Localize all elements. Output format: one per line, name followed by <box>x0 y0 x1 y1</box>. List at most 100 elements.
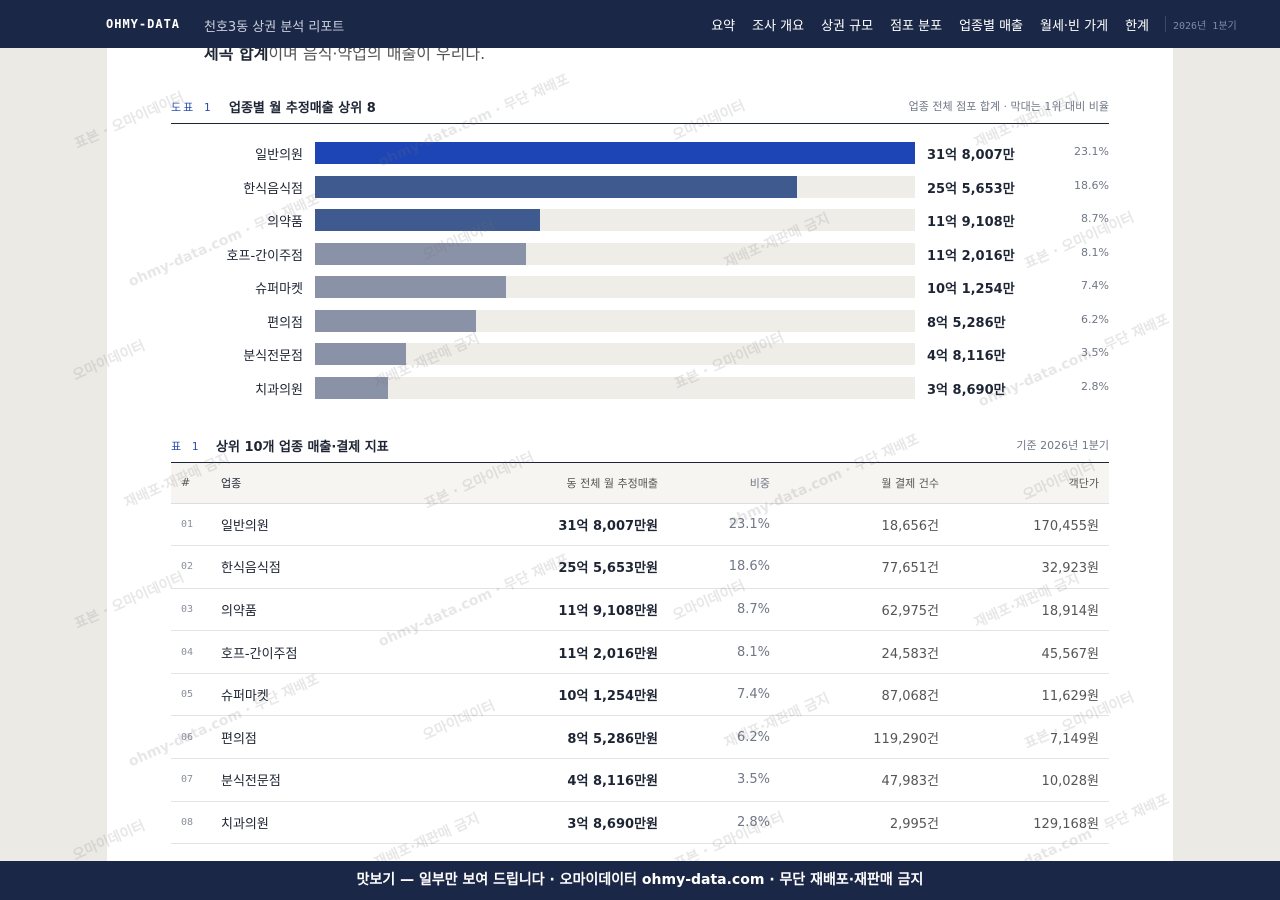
avg-cell: 32,923원 <box>939 545 1109 589</box>
share-cell: 6.2% <box>658 715 770 760</box>
bar-value-label: 4억 8,116만 <box>927 349 1006 364</box>
bar-track <box>315 175 915 198</box>
table-note: 기준 2026년 1분기 <box>1016 439 1109 452</box>
top-nav: 요약 조사 개요 상권 규모 점포 분포 업종별 매출 월세·빈 가게 한계 2… <box>711 0 1280 48</box>
bar-row: 치과의원 3억 8,690만 2.8% <box>171 376 1109 399</box>
preview-footer: 맛보기 — 일부만 보여 드립니다 · 오마이데이터 ohmy-data.com… <box>0 861 1280 900</box>
sales-cell: 11억 9,108만원 <box>421 588 658 632</box>
metrics-table: # 업종 동 전체 월 추정매출 비중 월 결제 건수 객단가 01 일반의원 31… <box>171 463 1109 845</box>
table-row: 06 편의점 8억 5,286만원 6.2% 119,290건 7,149원 <box>171 715 1109 760</box>
bar-share-label: 2.8% <box>1081 379 1109 393</box>
bar-track <box>315 376 915 399</box>
intro-bold: 세곡 합계 <box>204 48 269 63</box>
bar-share-label: 23.1% <box>1074 145 1109 158</box>
bar-value-label: 25억 5,653만 <box>927 181 1015 197</box>
table-row: 07 분식전문점 4억 8,116만원 3.5% 47,983건 10,028원 <box>171 758 1109 802</box>
avg-cell: 7,149원 <box>939 715 1109 760</box>
bar-label: 분식전문점 <box>243 349 303 364</box>
report-page: 세곡 합계이며 음식·약업의 매출이 우리다. 도표 1 업종별 월 추정매출 … <box>107 48 1173 861</box>
avg-cell: 45,567원 <box>939 630 1109 674</box>
bar-label: 치과의원 <box>255 382 303 398</box>
rank-cell: 06 <box>171 715 221 760</box>
col-rank: # <box>171 463 221 504</box>
bar-row: 한식음식점 25억 5,653만 18.6% <box>171 175 1109 198</box>
sales-cell: 11억 2,016만원 <box>421 630 658 674</box>
bar-row: 의약품 11억 9,108만 8.7% <box>171 209 1109 231</box>
brand-logo[interactable]: OHMY-DATA <box>106 17 181 31</box>
figure-note: 업종 전체 점포 합계 · 막대는 1위 대비 비율 <box>908 100 1109 113</box>
share-cell: 8.7% <box>658 588 770 632</box>
share-cell: 3.5% <box>658 758 770 802</box>
bar-track <box>315 242 915 265</box>
sales-cell: 4억 8,116만원 <box>421 758 658 802</box>
count-cell: 24,583건 <box>770 630 939 674</box>
industry-cell: 치과의원 <box>221 801 421 845</box>
col-share: 비중 <box>658 463 770 504</box>
share-cell: 18.6% <box>658 545 770 589</box>
avg-cell: 11,629원 <box>939 673 1109 717</box>
bar <box>315 242 527 265</box>
share-cell: 8.1% <box>658 630 770 674</box>
bar-label: 편의점 <box>267 315 303 331</box>
figure-tag: 도표 1 <box>171 101 213 114</box>
avg-cell: 170,455원 <box>939 503 1109 547</box>
table-row: 03 의약품 11억 9,108만원 8.7% 62,975건 18,914원 <box>171 588 1109 632</box>
bar <box>315 142 915 164</box>
bar <box>315 376 388 399</box>
count-cell: 62,975건 <box>770 588 939 632</box>
nav-store-distribution[interactable]: 점포 분포 <box>890 18 943 34</box>
bar-share-label: 3.5% <box>1081 346 1109 359</box>
bar <box>315 343 406 365</box>
bar-value-label: 11억 9,108만 <box>927 215 1015 230</box>
rank-cell: 05 <box>171 673 221 717</box>
count-cell: 77,651건 <box>770 545 939 589</box>
nav-survey-overview[interactable]: 조사 개요 <box>752 18 805 34</box>
rank-cell: 01 <box>171 503 221 547</box>
sales-cell: 25억 5,653만원 <box>421 545 658 589</box>
bar <box>315 276 507 298</box>
industry-cell: 호프-간이주점 <box>221 630 421 674</box>
nav-limitations[interactable]: 한계 <box>1125 18 1149 34</box>
bar-share-label: 6.2% <box>1081 312 1109 326</box>
intro-paragraph: 세곡 합계이며 음식·약업의 매출이 우리다. <box>204 48 485 64</box>
industry-cell: 슈퍼마켓 <box>221 673 421 717</box>
bar-share-label: 18.6% <box>1074 178 1109 192</box>
bar-share-label: 7.4% <box>1081 279 1109 292</box>
intro-text: 이며 음식·약업의 매출이 우리다. <box>268 48 486 63</box>
nav-sales-by-industry[interactable]: 업종별 매출 <box>959 18 1023 34</box>
count-cell: 87,068건 <box>770 673 939 717</box>
sales-cell: 31억 8,007만원 <box>421 503 658 547</box>
table-row: 01 일반의원 31억 8,007만원 23.1% 18,656건 170,455원 <box>171 503 1109 547</box>
col-avg: 객단가 <box>939 463 1109 504</box>
bar-label: 슈퍼마켓 <box>255 282 303 297</box>
col-count: 월 결제 건수 <box>770 463 939 504</box>
table-title: 상위 10개 업종 매출·결제 지표 <box>216 440 389 455</box>
bar-label: 호프-간이주점 <box>226 248 303 264</box>
sales-cell: 3억 8,690만원 <box>421 801 658 845</box>
nav-rent-vacancy[interactable]: 월세·빈 가게 <box>1040 18 1109 34</box>
table-header: 표 1 상위 10개 업종 매출·결제 지표 기준 2026년 1분기 <box>171 429 1109 463</box>
industry-cell: 일반의원 <box>221 503 421 547</box>
rank-cell: 07 <box>171 758 221 802</box>
bar-share-label: 8.1% <box>1081 245 1109 259</box>
bar-value-label: 11억 2,016만 <box>927 248 1015 264</box>
top-bar: OHMY-DATA 천호3동 상권 분석 리포트 요약 조사 개요 상권 규모 … <box>0 0 1280 48</box>
count-cell: 2,995건 <box>770 801 939 845</box>
bar-row: 분식전문점 4억 8,116만 3.5% <box>171 343 1109 365</box>
sales-cell: 10억 1,254만원 <box>421 673 658 717</box>
bar-value-label: 31억 8,007만 <box>927 148 1015 163</box>
nav-summary[interactable]: 요약 <box>711 18 736 34</box>
bar-value-label: 3억 8,690만 <box>927 382 1006 398</box>
rank-cell: 08 <box>171 801 221 845</box>
bar-row: 일반의원 31억 8,007만 23.1% <box>171 142 1109 164</box>
bar <box>315 175 798 198</box>
nav-market-size[interactable]: 상권 규모 <box>821 18 874 34</box>
industry-cell: 편의점 <box>221 715 421 760</box>
bar-track <box>315 343 915 365</box>
bar-track <box>315 142 915 164</box>
avg-cell: 18,914원 <box>939 588 1109 632</box>
period-label: 2026년 1분기 <box>1173 20 1237 32</box>
count-cell: 18,656건 <box>770 503 939 547</box>
bar-share-label: 8.7% <box>1081 212 1109 225</box>
bar-label: 한식음식점 <box>243 181 303 197</box>
